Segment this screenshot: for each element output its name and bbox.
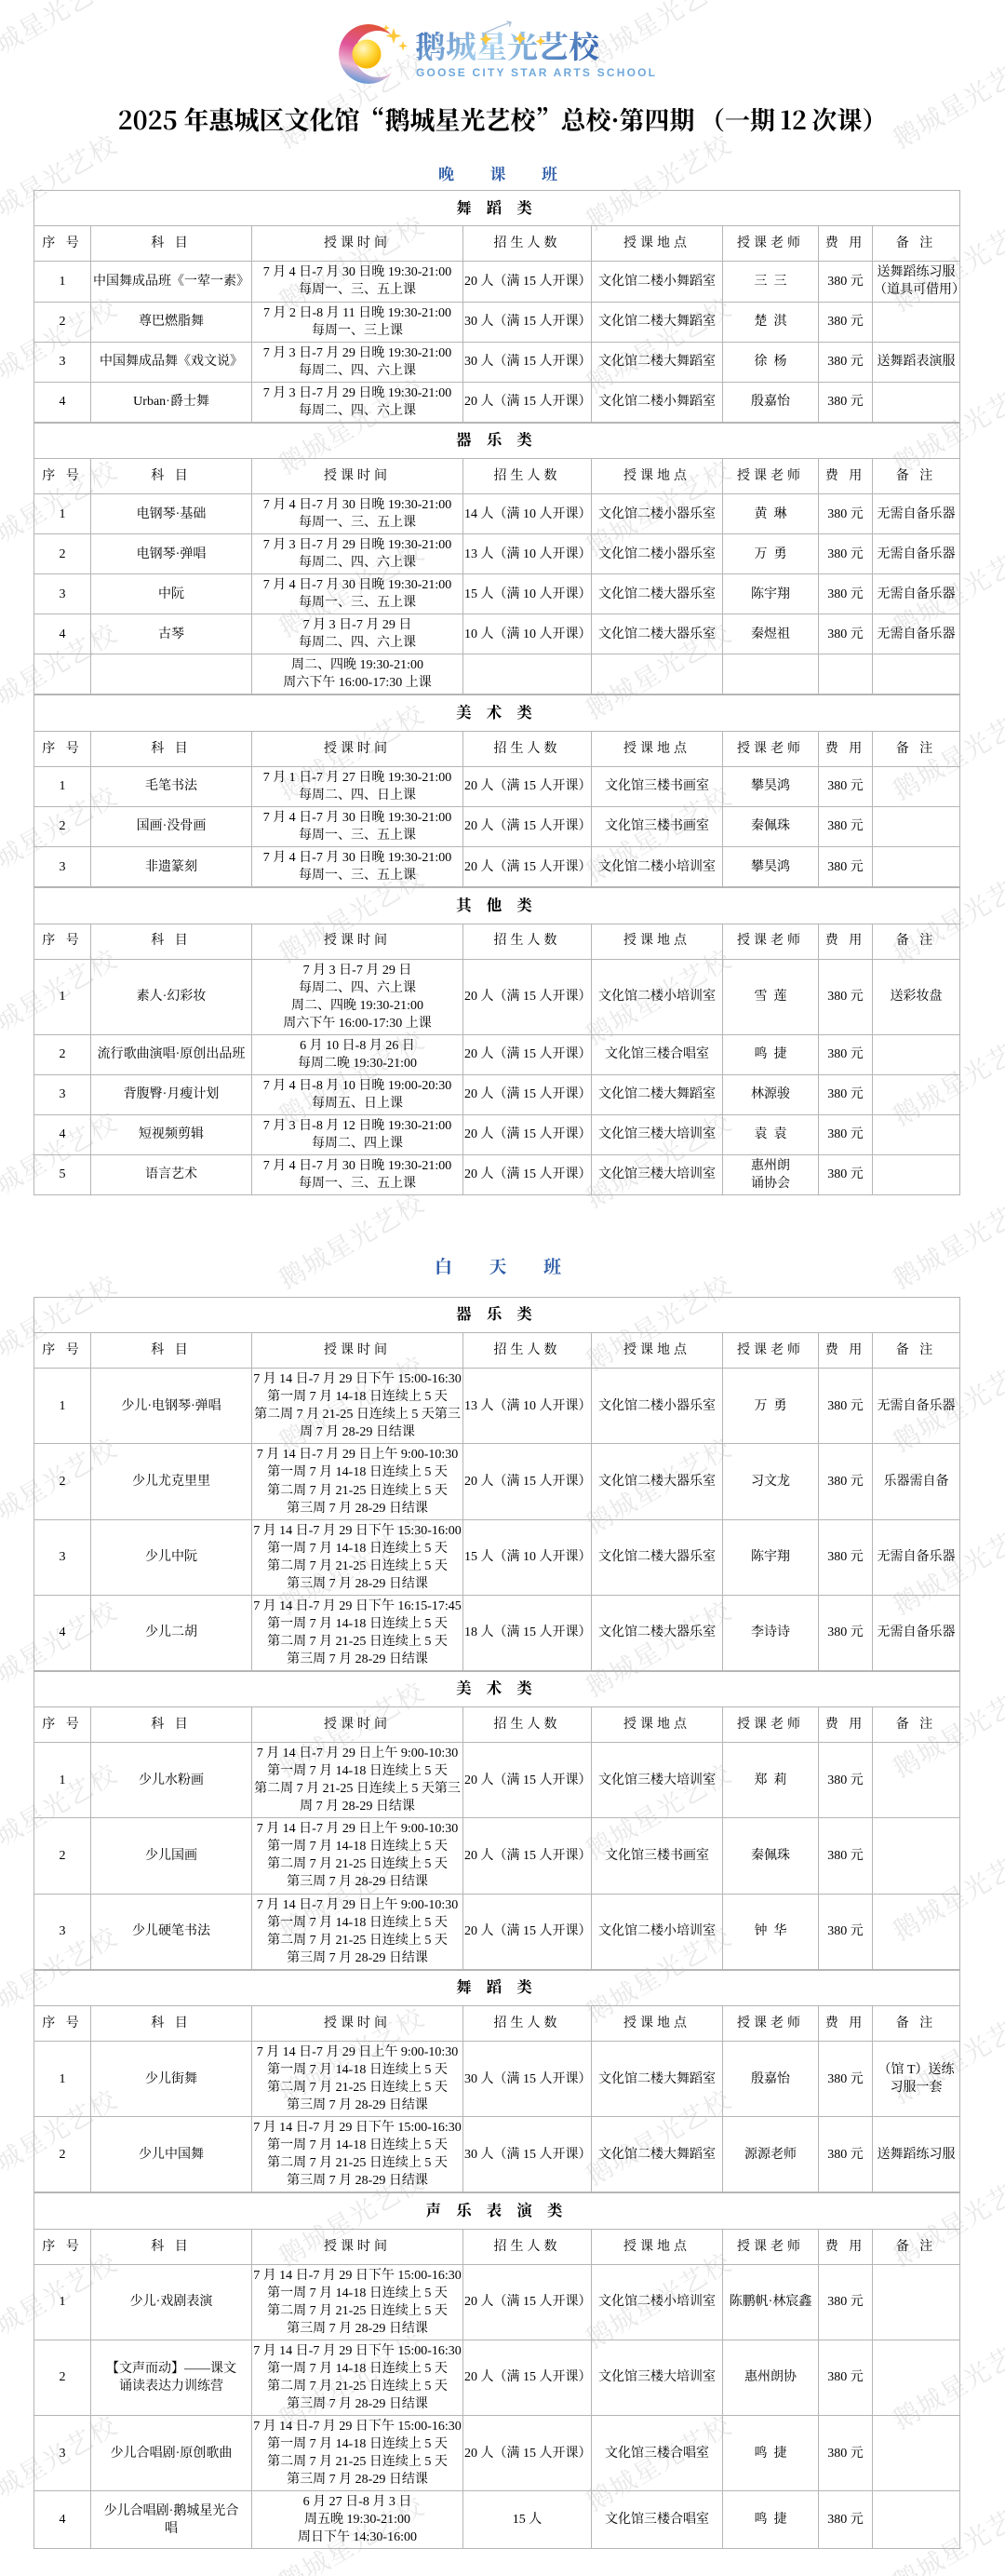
- svg-text:鹅城星光艺校: 鹅城星光艺校: [415, 23, 602, 67]
- svg-text:GOOSE CITY STAR ARTS SCHOOL: GOOSE CITY STAR ARTS SCHOOL: [416, 66, 657, 79]
